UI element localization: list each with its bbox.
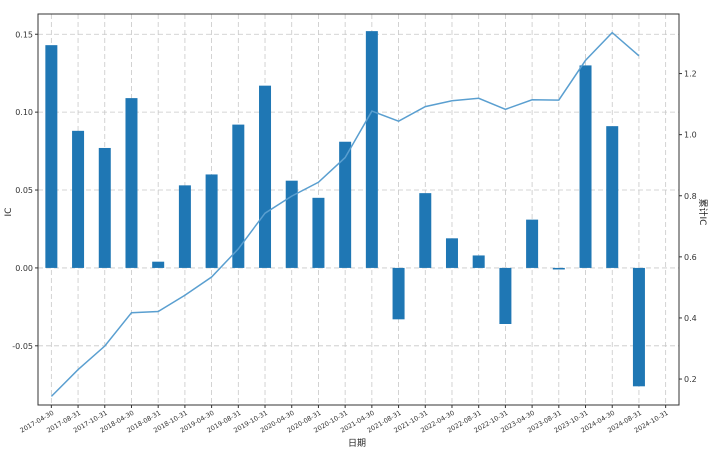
ic-bar [312, 197, 325, 268]
y-right-tick-label: 0.2 [684, 375, 697, 384]
ic-bar [419, 193, 432, 268]
y-axis-right-title: 累计IC [697, 199, 708, 226]
y-right-tick-label: 1.0 [684, 131, 697, 140]
ic-bar [472, 255, 485, 268]
cumulative-ic-series [50, 31, 640, 397]
ic-bars [45, 31, 645, 387]
ic-bar [339, 141, 352, 268]
y-left-tick-label: 0.00 [15, 264, 33, 273]
ic-bar [125, 98, 138, 268]
y-axis-left-title: IC [4, 208, 14, 217]
ic-bar [178, 185, 191, 268]
ic-bar [45, 45, 58, 268]
y-right-tick-label: 0.4 [684, 314, 697, 323]
x-axis-title: 日期 [348, 438, 366, 449]
y-right-tick-label: 0.6 [684, 253, 697, 262]
ic-bar [285, 180, 298, 268]
y-left-tick-label: 0.10 [15, 108, 33, 117]
ic-bar [552, 267, 565, 270]
plot-frame [37, 13, 680, 406]
y-left-tick-label: 0.05 [15, 186, 33, 195]
cumulative-ic-line [50, 31, 640, 397]
ic-bar [365, 31, 378, 268]
ic-bar [392, 267, 405, 320]
ic-bar [606, 126, 619, 268]
ic-bar [499, 267, 512, 324]
ic-bar [98, 147, 111, 268]
ic-bar [72, 130, 85, 268]
ic-bar [526, 219, 539, 268]
ic-bar [445, 238, 458, 268]
y-left-tick-label: -0.05 [12, 342, 33, 351]
ic-bar [632, 267, 645, 387]
ic-bar [259, 85, 272, 268]
y-right-tick-label: 1.2 [684, 70, 697, 79]
ic-bar [232, 124, 245, 268]
ic-bar [579, 65, 592, 268]
ic-bar [205, 174, 218, 268]
axes: -0.050.000.050.100.150.20.40.60.81.01.22… [12, 13, 697, 435]
y-right-tick-label: 0.8 [684, 192, 697, 201]
y-left-tick-label: 0.15 [15, 30, 33, 39]
ic-bar [152, 261, 165, 268]
